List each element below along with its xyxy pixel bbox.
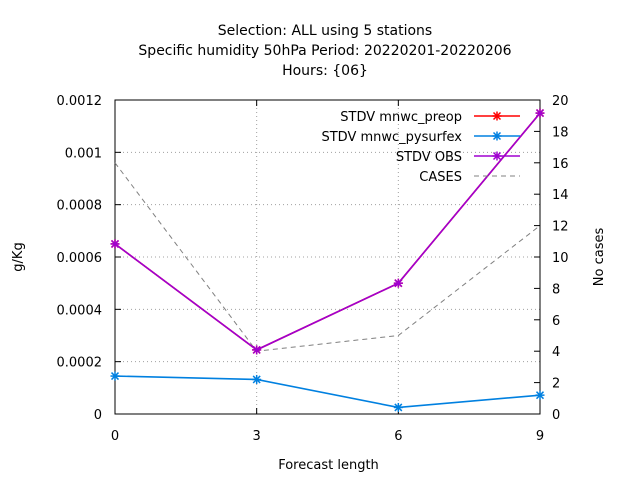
y2-tick-label: 2 [552, 377, 560, 392]
y2-tick-label: 10 [552, 251, 569, 266]
series-line-stdv-mnwc-preop [114, 112, 541, 351]
x-tick-label: 0 [111, 429, 119, 444]
data-point-stdv-obs [535, 108, 545, 118]
y-tick-label: 0.001 [65, 146, 102, 161]
legend-item-stdv-obs: STDV OBS [396, 150, 520, 165]
y2-tick-label: 12 [552, 220, 569, 235]
series-line-stdv-obs [114, 112, 541, 351]
y-tick-label: 0.0004 [57, 303, 103, 318]
y2-tick-label: 18 [552, 125, 569, 140]
legend-marker [492, 131, 502, 141]
legend-label: STDV OBS [396, 150, 462, 165]
legend-item-stdv-mnwc-preop: STDV mnwc_preop [340, 110, 520, 125]
legend: STDV mnwc_preop STDV mnwc_pysurfex STDV OB… [321, 110, 520, 185]
series-line-stdv-mnwc-pysurfex [114, 375, 541, 409]
series-stdv-mnwc-preop [110, 108, 545, 355]
y2-tick-label: 14 [552, 188, 569, 203]
axis-ticks: 0 0.0002 0.0004 0.0006 0.0008 0.001 0.0012 0 2 4 6… [57, 94, 569, 444]
data-point-stdv-obs [110, 239, 120, 249]
y-tick-label: 0.0002 [57, 356, 103, 371]
x-tick-label: 6 [394, 429, 402, 444]
chart-title: Selection: ALL using 5 stations Specific … [138, 23, 511, 79]
y2-tick-label: 8 [552, 282, 560, 297]
series-cases [114, 162, 541, 352]
data-point-stdv-mnwc-pysurfex [110, 371, 120, 381]
y-tick-label: 0.0006 [57, 251, 103, 266]
y2-tick-label: 4 [552, 345, 560, 360]
series-stdv-mnwc-pysurfex [110, 371, 545, 412]
y-tick-label: 0.0008 [57, 199, 103, 214]
y-tick-label: 0 [94, 408, 102, 423]
x-tick-label: 3 [253, 429, 261, 444]
legend-marker [492, 111, 502, 121]
x-axis-label: Forecast length [278, 458, 379, 473]
data-point-stdv-obs [252, 345, 262, 355]
legend-marker [492, 151, 502, 161]
legend-item-cases: CASES [419, 170, 520, 185]
legend-label: STDV mnwc_preop [340, 110, 462, 125]
y2-tick-label: 0 [552, 408, 560, 423]
data-point-stdv-mnwc-pysurfex [252, 374, 262, 384]
legend-label: STDV mnwc_pysurfex [321, 130, 462, 145]
legend-label: CASES [419, 170, 462, 185]
title-line: Selection: ALL using 5 stations [218, 23, 432, 39]
x-tick-label: 9 [536, 429, 544, 444]
grid [115, 100, 540, 414]
y-axis-label: g/Kg [11, 242, 26, 271]
y2-axis-label: No cases [592, 228, 607, 287]
series-line-cases [114, 162, 541, 352]
series-stdv-obs [110, 108, 545, 355]
data-point-stdv-obs [393, 278, 403, 288]
y-tick-label: 0.0012 [57, 94, 103, 109]
y2-tick-label: 16 [552, 157, 569, 172]
legend-item-stdv-mnwc-pysurfex: STDV mnwc_pysurfex [321, 130, 520, 145]
y2-tick-label: 6 [552, 314, 560, 329]
series-layer [110, 108, 545, 412]
title-line: Hours: {06} [282, 63, 368, 79]
title-line: Specific humidity 50hPa Period: 20220201… [138, 43, 511, 59]
data-point-stdv-mnwc-pysurfex [393, 402, 403, 412]
y2-tick-label: 20 [552, 94, 569, 109]
data-point-stdv-mnwc-pysurfex [535, 390, 545, 400]
